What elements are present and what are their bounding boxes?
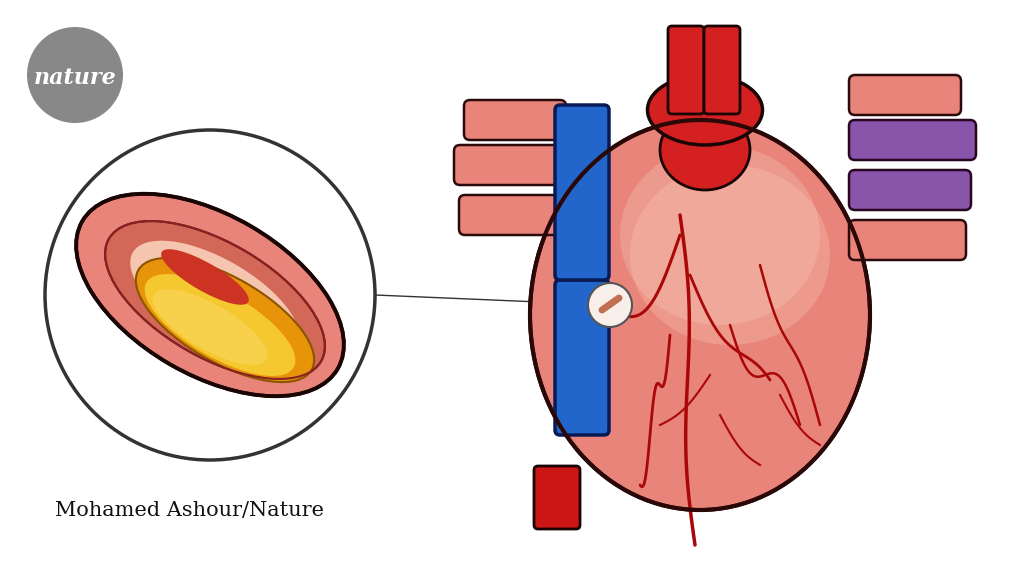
- FancyBboxPatch shape: [849, 220, 966, 260]
- Ellipse shape: [76, 194, 344, 396]
- FancyBboxPatch shape: [668, 26, 705, 114]
- Ellipse shape: [105, 221, 325, 379]
- Text: nature: nature: [34, 67, 117, 89]
- Ellipse shape: [161, 249, 249, 305]
- Ellipse shape: [620, 145, 820, 325]
- FancyBboxPatch shape: [705, 26, 740, 114]
- Ellipse shape: [144, 274, 295, 376]
- Ellipse shape: [136, 258, 314, 382]
- FancyBboxPatch shape: [849, 75, 961, 115]
- Ellipse shape: [153, 289, 267, 365]
- FancyBboxPatch shape: [849, 120, 976, 160]
- Ellipse shape: [660, 110, 750, 190]
- Ellipse shape: [530, 120, 870, 510]
- FancyBboxPatch shape: [459, 195, 566, 235]
- Circle shape: [45, 130, 375, 460]
- Text: Mohamed Ashour/Nature: Mohamed Ashour/Nature: [55, 501, 324, 520]
- Ellipse shape: [130, 241, 300, 359]
- Circle shape: [588, 283, 632, 327]
- Circle shape: [27, 27, 123, 123]
- Ellipse shape: [630, 165, 830, 345]
- FancyBboxPatch shape: [555, 105, 609, 280]
- FancyBboxPatch shape: [849, 170, 971, 210]
- FancyBboxPatch shape: [454, 145, 566, 185]
- FancyBboxPatch shape: [534, 466, 580, 529]
- FancyBboxPatch shape: [464, 100, 566, 140]
- FancyBboxPatch shape: [555, 280, 609, 435]
- Ellipse shape: [647, 75, 763, 145]
